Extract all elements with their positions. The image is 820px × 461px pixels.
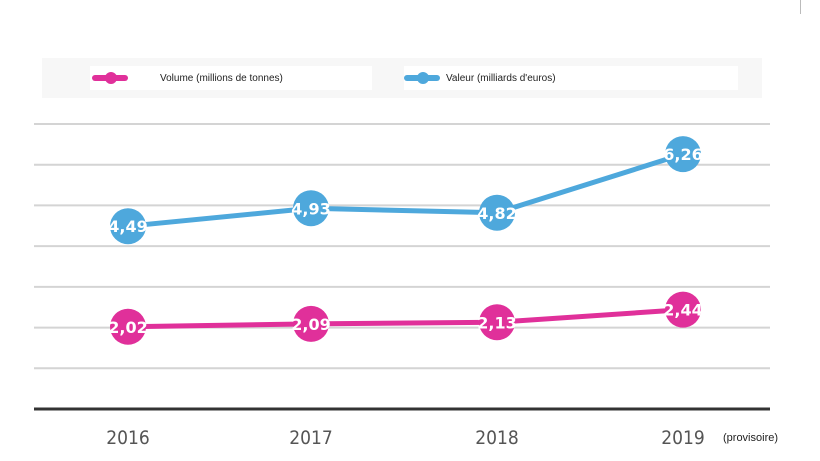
data-point xyxy=(110,208,146,245)
x-tick-note: (provisoire) xyxy=(723,432,778,444)
x-tick-label: 2019 xyxy=(661,427,705,449)
legend-item-valeur: Valeur (milliards d'euros) xyxy=(404,66,738,90)
data-label: 4,82 xyxy=(477,204,516,223)
data-label: 4,49 xyxy=(108,217,147,236)
data-point xyxy=(665,136,701,173)
legend-label: Volume (millions de tonnes) xyxy=(160,72,283,84)
x-tick-label: 2018 xyxy=(475,427,519,449)
data-label: 2,44 xyxy=(663,301,702,320)
data-point xyxy=(479,304,515,341)
data-point xyxy=(293,190,329,227)
legend-swatch xyxy=(92,72,128,84)
legend-label: Valeur (milliards d'euros) xyxy=(446,72,556,84)
series-line-1 xyxy=(127,151,684,229)
legend-swatch xyxy=(404,72,440,84)
x-tick-label: 2016 xyxy=(106,427,150,449)
data-label: 2,09 xyxy=(291,315,330,334)
legend-item-volume: Volume (millions de tonnes) xyxy=(90,66,372,90)
data-point xyxy=(293,305,329,342)
data-label: 4,93 xyxy=(291,199,330,218)
data-point xyxy=(479,194,515,231)
legend: Volume (millions de tonnes) Valeur (mill… xyxy=(42,58,762,98)
data-label: 2,13 xyxy=(477,313,516,332)
x-tick-label: 2017 xyxy=(289,427,333,449)
data-label: 6,26 xyxy=(663,145,702,164)
divider xyxy=(800,0,801,14)
data-label: 2,02 xyxy=(108,318,147,337)
data-point xyxy=(665,291,701,328)
series-line-0 xyxy=(127,307,684,330)
data-point xyxy=(110,308,146,345)
